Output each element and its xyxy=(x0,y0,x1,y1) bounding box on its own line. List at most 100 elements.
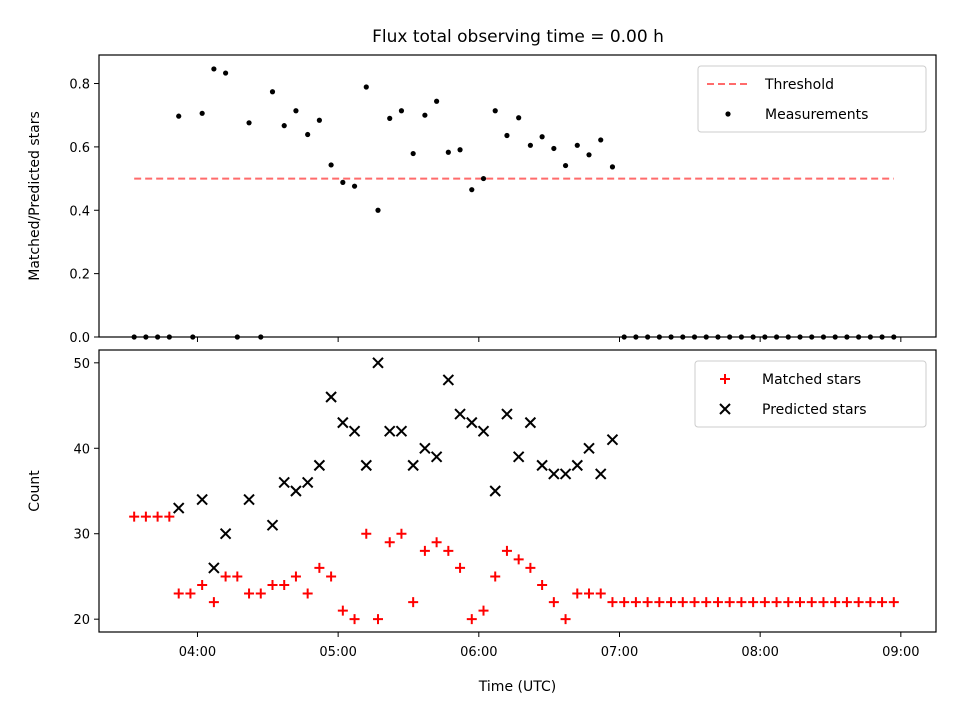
figure-title: Flux total observing time = 0.00 h xyxy=(372,27,664,47)
predicted-stars-point xyxy=(196,493,208,506)
measurement-point xyxy=(199,110,205,116)
matched-stars-point xyxy=(455,562,466,573)
predicted-stars-point xyxy=(266,519,279,531)
measurement-point xyxy=(457,147,463,153)
matched-stars-point xyxy=(501,545,512,556)
predicted-stars-point xyxy=(524,416,537,429)
matched-stars-point xyxy=(408,597,419,608)
y-tick-label: 0.0 xyxy=(69,331,90,346)
measurement-point xyxy=(609,164,616,170)
measurement-point xyxy=(480,175,487,182)
matched-stars-point xyxy=(748,597,759,608)
matched-stars-point xyxy=(736,597,747,608)
matched-stars-point xyxy=(830,597,841,608)
matched-stars-point xyxy=(888,597,899,608)
matched-stars-point xyxy=(419,545,430,556)
matched-stars-point xyxy=(712,597,723,608)
measurement-point xyxy=(410,150,416,157)
matched-stars-point xyxy=(572,588,583,599)
measurement-point xyxy=(434,98,440,104)
matched-stars-point xyxy=(314,562,325,573)
matched-stars-point xyxy=(490,571,501,582)
matched-stars-point xyxy=(759,597,770,608)
predicted-stars-point xyxy=(325,391,337,403)
measurement-point xyxy=(586,152,592,158)
legend-matched-stars-swatch xyxy=(720,374,730,384)
x-tick-label: 04:00 xyxy=(179,645,216,660)
predicted-stars-point xyxy=(384,425,396,437)
matched-stars-point xyxy=(724,597,735,608)
y-tick-label: 50 xyxy=(73,357,90,372)
matched-stars-point xyxy=(349,614,360,625)
measurement-point xyxy=(269,89,276,95)
predicted-stars-point xyxy=(243,493,255,506)
matched-stars-point xyxy=(185,588,196,599)
matched-stars-point xyxy=(795,597,806,608)
measurement-point xyxy=(445,149,451,155)
predicted-stars-point xyxy=(442,374,455,386)
matched-stars-point xyxy=(431,537,442,548)
predicted-stars-point xyxy=(489,485,501,497)
matched-stars-point xyxy=(806,597,817,608)
matched-stars-point xyxy=(865,597,876,608)
predicted-stars-point xyxy=(173,502,185,514)
legend-entry-label: Matched stars xyxy=(762,372,861,388)
matched-stars-point xyxy=(595,588,606,599)
matched-stars-point xyxy=(255,588,266,599)
measurement-point xyxy=(539,134,545,140)
matched-stars-point xyxy=(701,597,712,608)
matched-stars-point xyxy=(244,588,255,599)
measurement-point xyxy=(176,113,182,119)
measurement-point xyxy=(504,132,510,139)
measurement-point xyxy=(211,66,217,72)
measurement-point xyxy=(305,131,311,138)
predicted-stars-point xyxy=(583,442,595,454)
measurement-point xyxy=(281,123,287,129)
legend-entry-label: Measurements xyxy=(765,107,868,123)
matched-stars-point xyxy=(853,597,864,608)
measurement-point xyxy=(340,179,346,185)
matched-stars-point xyxy=(232,571,243,582)
matched-stars-point xyxy=(841,597,852,608)
predicted-stars-point xyxy=(559,468,572,480)
measurement-point xyxy=(316,117,322,123)
matched-stars-point xyxy=(584,588,595,599)
predicted-stars-point xyxy=(536,459,548,472)
y-tick-label: 0.6 xyxy=(69,141,90,156)
matched-stars-point xyxy=(443,545,454,556)
measurement-point xyxy=(516,115,522,121)
top-plot-frame xyxy=(98,54,937,338)
matched-stars-point xyxy=(783,597,794,608)
x-tick-label: 06:00 xyxy=(460,645,497,660)
matched-stars-point xyxy=(771,597,782,608)
top-y-axis-label: Matched/Predicted stars xyxy=(27,111,43,281)
measurement-point xyxy=(246,120,252,126)
matched-stars-point xyxy=(607,597,618,608)
matched-stars-point xyxy=(478,605,489,616)
matched-stars-point xyxy=(337,605,348,616)
legend-entry-label: Predicted stars xyxy=(762,402,867,418)
matched-stars-point xyxy=(548,597,559,608)
matched-stars-point xyxy=(164,511,175,522)
matched-stars-point xyxy=(689,597,700,608)
bottom-chart: 20 30 40 50 04:00 05:00 06:00 07:00 08:00 09:00 Co… xyxy=(27,349,937,695)
measurement-point xyxy=(562,162,569,169)
top-chart: 0.0 0.2 0.4 0.6 0.8 Matched/Predicted stars Th… xyxy=(27,54,937,346)
measurement-point xyxy=(328,162,334,168)
matched-stars-point xyxy=(140,511,151,522)
legend-measurements-swatch xyxy=(725,111,731,117)
predicted-stars-point xyxy=(407,459,419,472)
x-tick-label: 09:00 xyxy=(882,645,919,660)
top-legend-box xyxy=(697,65,927,133)
legend-entry-label: Threshold xyxy=(764,77,834,93)
measurement-point xyxy=(398,108,405,114)
predicted-stars-point xyxy=(501,408,513,420)
matched-stars-point xyxy=(361,528,372,539)
measurement-point xyxy=(574,142,580,148)
predicted-stars-point xyxy=(337,416,349,429)
measurement-point xyxy=(363,84,369,90)
y-tick-label: 0.4 xyxy=(69,204,90,219)
matched-stars-point xyxy=(877,597,888,608)
predicted-stars-point xyxy=(290,485,302,497)
